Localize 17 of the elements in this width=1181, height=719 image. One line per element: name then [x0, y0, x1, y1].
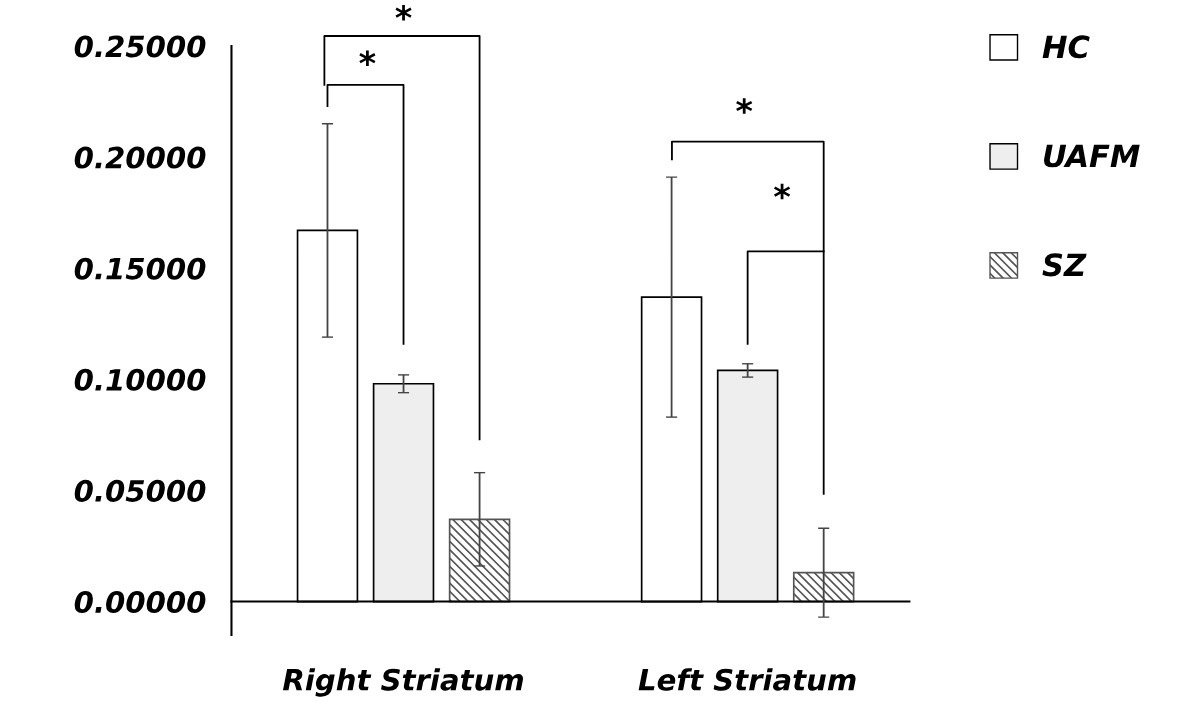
- y-tick-label: 0.25000: [74, 35, 206, 58]
- legend-label: HC: [1042, 35, 1090, 59]
- y-tick-label: 0.00000: [74, 590, 206, 614]
- x-tick-label: Left Striatum: [638, 668, 856, 691]
- y-tick-label: 0.05000: [74, 479, 206, 502]
- x-tick-label: Right Striatum: [282, 668, 523, 697]
- bar: [448, 518, 511, 603]
- legend-label: UAFM: [1044, 144, 1140, 168]
- bar: [792, 571, 855, 603]
- annotation: *: [736, 98, 753, 114]
- annotation: *: [774, 183, 791, 200]
- text: *: [395, 4, 412, 21]
- legend-label: SZ: [1042, 253, 1087, 277]
- y-tick-label: 0.10000: [74, 368, 206, 391]
- annotation: *: [359, 50, 376, 66]
- y-tick-label: 0.20000: [74, 146, 206, 169]
- y-tick-label: 0.15000: [74, 257, 206, 280]
